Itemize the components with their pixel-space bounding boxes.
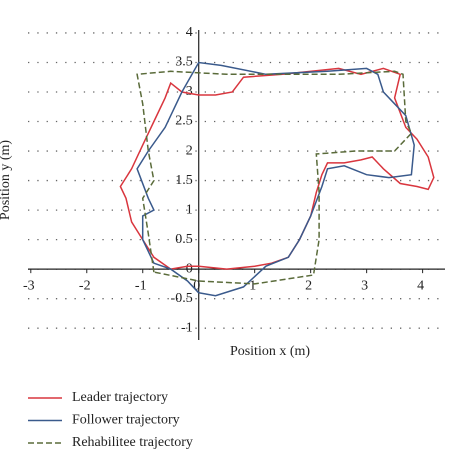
y-tick-label: 3 [186, 84, 193, 99]
y-tick-label: 4 [186, 25, 193, 40]
y-tick-label: 2 [186, 143, 193, 158]
y-tick-label: 3.5 [175, 55, 193, 70]
legend-label: Leader trajectory [72, 390, 168, 405]
x-tick-label: 1 [249, 278, 256, 293]
x-tick-label: -2 [79, 278, 91, 293]
trajectory-line [136, 61, 415, 297]
y-tick-label: 1.5 [175, 173, 193, 188]
x-tick-label: 0 [193, 278, 200, 293]
x-tick-label: 2 [305, 278, 312, 293]
x-tick-label: -1 [135, 278, 147, 293]
x-tick-label: 4 [417, 278, 424, 293]
x-tick-label: 3 [361, 278, 368, 293]
y-tick-label: -0.5 [171, 291, 193, 306]
trajectory-line [119, 67, 435, 270]
y-tick-label: 2.5 [175, 114, 193, 129]
x-tick-label: -3 [23, 278, 35, 293]
y-axis-label: Position y (m) [0, 140, 13, 220]
trajectory-line [136, 70, 413, 285]
legend-label: Rehabilitee trajectory [72, 435, 193, 450]
y-tick-label: 1 [186, 202, 193, 217]
x-axis-label: Position x (m) [230, 344, 310, 359]
legend-label: Follower trajectory [72, 413, 180, 428]
y-tick-label: 0.5 [175, 232, 193, 247]
y-tick-label: -1 [181, 320, 193, 335]
